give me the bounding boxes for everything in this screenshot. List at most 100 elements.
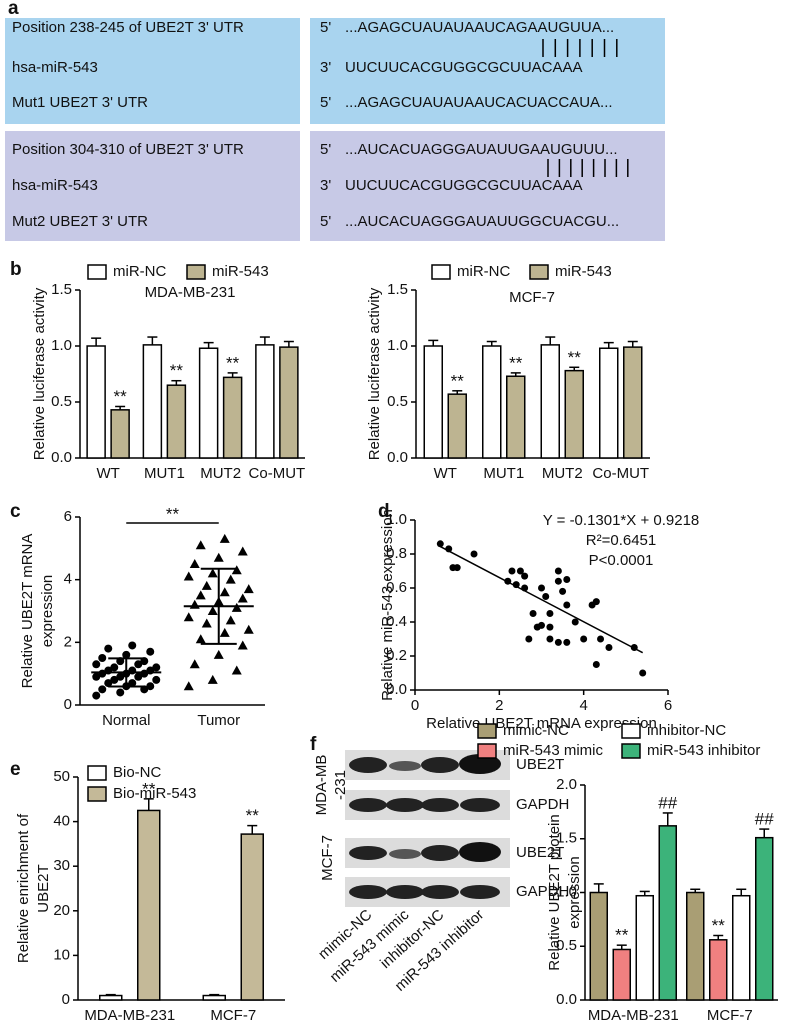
y-axis-label: UBE2T [35,864,52,912]
data-point [128,641,137,650]
data-point [207,606,218,615]
bar [709,939,728,1001]
bar [137,809,161,1001]
fit-line [439,545,644,654]
data-point [508,567,516,575]
data-point [183,681,194,691]
legend-swatch [621,723,641,739]
y-axis-label: Relative luciferase activity [31,287,48,460]
band [386,885,424,899]
legend-label: Bio-miR-543 [113,785,196,802]
y-tick-label: 6 [64,508,72,525]
y-tick-label: 1.5 [387,281,408,298]
data-point [195,540,206,550]
band [389,761,421,771]
bar [240,833,264,1001]
band [421,845,459,861]
y-axis-label: Relative enrichment of [15,813,32,963]
significance: ** [142,779,156,798]
data-point [134,672,143,681]
data-point [201,580,212,590]
y-tick-label: 0 [62,991,70,1008]
blot-row-label: UBE2T [516,844,564,861]
data-point [529,610,537,617]
sequence-box [310,131,665,241]
legend-label: mimic-NC [503,722,569,739]
data-point [219,587,230,597]
bar [86,345,106,459]
x-tick-label: MUT1 [483,465,524,482]
data-point [152,663,161,672]
row-label: Mut1 UBE2T 3' UTR [12,94,148,111]
y-tick-label: 0.8 [386,545,407,562]
data-point [512,581,520,589]
data-point [152,675,161,684]
legend-swatch [621,743,641,759]
sequence-box [310,18,665,124]
subtitle: MCF-7 [509,289,555,306]
sequence: UUCUUCACGUGGCGCUUACAAA [345,177,583,194]
strand-end: 3' [320,59,331,76]
band [389,849,421,859]
data-point [436,540,444,548]
data-point [207,674,218,684]
data-point [195,590,206,600]
sequence: ...AUCACUAGGGAUAUUGGCUACGU... [345,213,619,230]
x-tick-label: Co-MUT [249,465,306,482]
y-axis-label: Relative miR-543 expression [379,509,396,701]
data-point [563,601,571,609]
x-tick-label: Tumor [197,712,240,729]
data-point [546,610,554,617]
cell-line-label: -231 [332,770,349,800]
sequence-box [5,131,300,241]
cell-line-label: MCF-7 [319,835,336,881]
sequence: UUCUUCACGUGGCGCUUACAAA [345,59,583,76]
y-tick-label: 50 [53,768,70,785]
band [421,757,459,773]
bar [635,894,654,1001]
data-point [92,672,101,681]
blot-row-label: GAPDH [516,883,569,900]
data-point [563,638,571,646]
legend-swatch [87,786,107,802]
band [459,842,501,862]
panel-label: d [378,501,390,522]
data-point [231,565,242,575]
x-tick-label: MCF-7 [210,1007,256,1024]
band [386,798,424,812]
y-tick-label: 0.0 [556,991,577,1008]
y-tick-label: 1.5 [51,281,72,298]
significance: ** [509,353,523,372]
row-label: Position 238-245 of UBE2T 3' UTR [12,19,244,36]
bar [142,344,163,459]
data-point [231,602,242,612]
strand-end: 3' [320,177,331,194]
blot-row-label: UBE2T [516,756,564,773]
bar [755,836,774,1001]
data-point [231,665,242,675]
data-point [110,663,119,672]
data-point [563,576,571,583]
data-point [128,679,137,688]
significance: ** [166,504,180,523]
legend-label: inhibitor-NC [647,722,726,739]
data-point [580,635,588,643]
data-point [542,593,550,600]
y-tick-label: 0.2 [386,647,407,664]
data-point [146,682,155,691]
data-point [116,688,125,697]
bar [447,393,467,459]
y-tick-label: 0.6 [386,579,407,596]
data-point [453,564,461,572]
legend-label: miR-543 mimic [503,742,604,759]
y-tick-label: 40 [53,813,70,830]
bar [623,346,643,459]
legend-label: miR-NC [457,263,510,280]
data-point [470,550,478,558]
x-tick-label: MUT2 [200,465,241,482]
x-tick-label: 6 [664,697,672,714]
y-tick-label: 0.4 [386,613,407,630]
y-tick-label: 1.0 [556,883,577,900]
